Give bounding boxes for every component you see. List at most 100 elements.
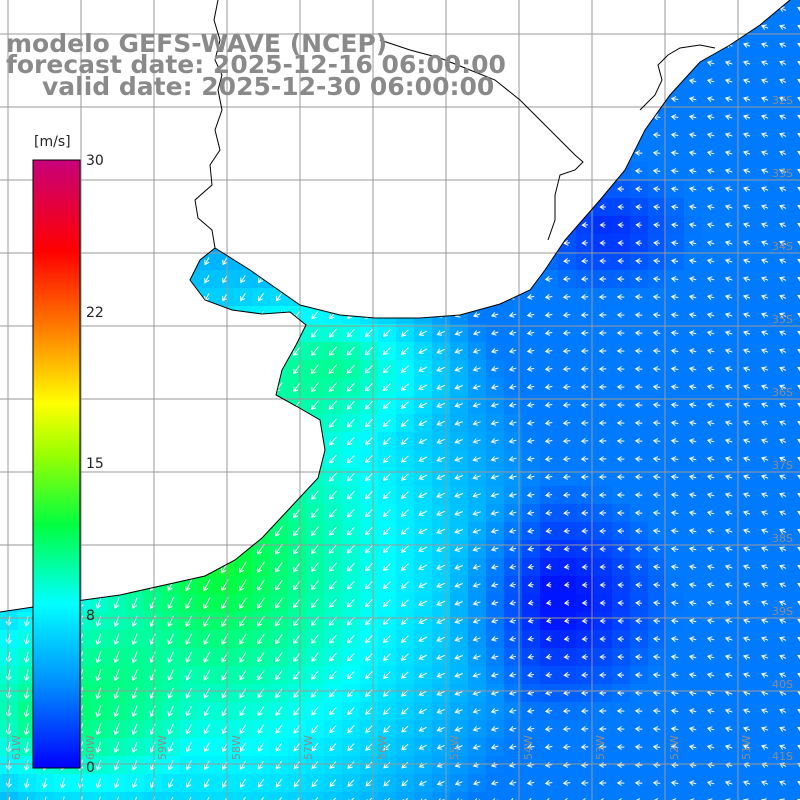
wind-arrow	[616, 384, 625, 390]
wind-arrow	[706, 168, 715, 174]
wind-arrow	[274, 579, 283, 591]
wind-arrow	[616, 312, 625, 318]
wind-arrow	[401, 743, 409, 751]
wind-arrow	[634, 330, 643, 336]
wind-cell	[0, 792, 18, 800]
wind-arrow	[293, 779, 301, 788]
wind-arrow	[724, 330, 733, 336]
wind-arrow	[761, 132, 769, 138]
wind-arrow	[203, 669, 211, 681]
wind-arrow	[131, 687, 138, 700]
wind-arrow	[454, 780, 463, 786]
wind-arrow	[688, 186, 697, 192]
wind-arrow	[401, 329, 409, 337]
wind-arrow	[293, 364, 301, 375]
wind-arrow	[706, 474, 715, 480]
wind-arrow	[418, 600, 428, 606]
wind-cell	[792, 558, 800, 576]
colorbar-tick-8: 8	[86, 608, 95, 624]
wind-arrow	[23, 778, 30, 789]
wind-arrow	[743, 222, 751, 228]
wind-arrow	[400, 653, 409, 661]
wind-arrow	[670, 726, 679, 732]
wind-arrow	[454, 672, 463, 678]
wind-arrow	[761, 708, 769, 714]
wind-arrow	[491, 582, 499, 588]
wind-arrow	[653, 258, 661, 264]
wind-cell	[648, 792, 666, 800]
wind-arrow	[95, 778, 102, 789]
wind-cell	[792, 324, 800, 342]
wind-arrow	[562, 348, 571, 354]
wind-arrow	[652, 456, 661, 462]
wind-arrow	[204, 275, 210, 284]
wind-arrow	[581, 563, 588, 570]
wind-arrow	[724, 744, 733, 750]
wind-arrow	[292, 580, 301, 591]
wind-arrow	[652, 762, 661, 768]
wind-arrow	[382, 329, 391, 338]
wind-arrow	[508, 348, 517, 354]
wind-arrow	[598, 366, 607, 372]
wind-arrow	[562, 762, 571, 768]
wind-arrow	[257, 742, 265, 752]
wind-arrow	[346, 472, 355, 482]
wind-arrow	[436, 474, 446, 480]
wind-arrow	[688, 456, 697, 462]
wind-arrow	[581, 509, 589, 516]
wind-arrow	[599, 582, 606, 588]
wind-arrow	[436, 420, 446, 426]
wind-arrow	[544, 420, 553, 426]
wind-arrow	[706, 636, 715, 642]
wind-cell	[792, 270, 800, 288]
wind-arrow	[454, 726, 463, 732]
wind-arrow	[328, 328, 337, 338]
wind-arrow	[688, 654, 697, 660]
wind-arrow	[24, 796, 30, 800]
wind-arrow	[472, 636, 481, 642]
wind-arrow	[508, 438, 517, 444]
wind-arrow	[95, 597, 102, 609]
wind-arrow	[364, 544, 373, 554]
wind-arrow	[688, 114, 697, 120]
wind-arrow	[41, 778, 48, 789]
wind-arrow	[670, 168, 679, 174]
wind-arrow	[310, 598, 319, 609]
wind-cell	[792, 360, 800, 378]
wind-arrow	[508, 726, 517, 732]
wind-arrow	[311, 670, 319, 680]
wind-cell	[792, 54, 800, 72]
wind-arrow	[418, 708, 428, 714]
wind-arrow	[743, 42, 751, 48]
wind-arrow	[472, 348, 481, 354]
wind-cell	[252, 792, 270, 800]
wind-arrow	[6, 796, 12, 800]
wind-arrow	[311, 310, 319, 320]
wind-arrow	[599, 600, 606, 606]
wind-arrow	[706, 222, 715, 228]
wind-arrow	[652, 726, 661, 732]
wind-arrow	[761, 456, 769, 462]
wind-arrow	[293, 742, 301, 752]
wind-arrow	[743, 294, 751, 300]
wind-arrow	[365, 725, 373, 733]
wind-arrow	[706, 330, 715, 336]
wind-arrow	[670, 132, 679, 138]
wind-arrow	[509, 546, 517, 552]
wind-arrow	[545, 635, 552, 642]
wind-arrow	[364, 364, 374, 374]
wind-arrow	[779, 168, 787, 174]
wind-arrow	[436, 636, 446, 642]
wind-arrow	[706, 726, 715, 732]
wind-arrow	[149, 633, 156, 646]
wind-arrow	[239, 633, 247, 645]
wind-arrow	[580, 420, 589, 426]
wind-arrow	[203, 597, 211, 610]
wind-arrow	[77, 796, 84, 800]
wind-arrow	[599, 204, 606, 210]
lon-label: 59W	[156, 735, 169, 760]
wind-arrow	[310, 580, 319, 591]
wind-arrow	[688, 708, 697, 714]
wind-cell	[792, 630, 800, 648]
